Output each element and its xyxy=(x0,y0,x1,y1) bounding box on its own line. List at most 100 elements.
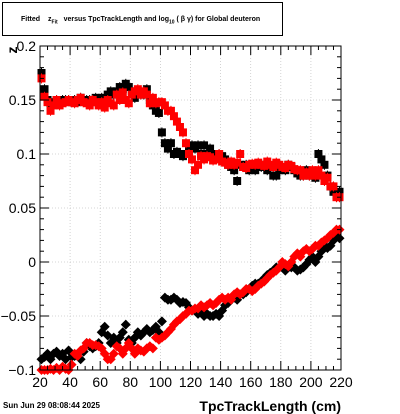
y-tick-label: 0.1 xyxy=(17,146,37,162)
data-point-square xyxy=(296,166,305,175)
data-point-square xyxy=(317,171,326,180)
x-tick-label: 200 xyxy=(299,374,323,390)
data-point-square xyxy=(157,128,166,137)
data-point-square xyxy=(314,150,323,158)
data-point-square xyxy=(166,139,175,148)
x-tick-label: 60 xyxy=(92,374,108,390)
title-log-subscript: 10 xyxy=(169,19,175,26)
data-point-diamond xyxy=(99,321,110,332)
data-point-square xyxy=(194,141,203,150)
data-point-square xyxy=(142,90,151,99)
data-point-square xyxy=(172,117,181,126)
data-point-square xyxy=(160,139,169,148)
y-tick-label: 0.15 xyxy=(9,92,36,108)
data-point-square xyxy=(46,106,55,115)
data-point-diamond xyxy=(156,316,167,327)
timestamp: Sun Jun 29 08:08:44 2025 xyxy=(3,401,100,410)
data-point-square xyxy=(215,150,224,158)
data-point-square xyxy=(175,123,184,131)
grid xyxy=(39,45,342,371)
data-point-square xyxy=(166,106,175,115)
data-point-square xyxy=(323,173,332,182)
data-point-square xyxy=(206,144,215,153)
data-point-square xyxy=(160,101,169,110)
data-point-square xyxy=(118,88,127,97)
data-point-square xyxy=(163,144,172,153)
x-tick-label: 100 xyxy=(149,374,173,390)
title-part2: versus TpcTrackLength and log xyxy=(63,16,169,23)
x-tick-label: 40 xyxy=(62,374,78,390)
data-point-square xyxy=(212,155,221,164)
x-tick-label: 220 xyxy=(329,374,353,390)
data-point-diamond xyxy=(334,233,345,244)
title-z: z xyxy=(48,16,52,23)
data-point-square xyxy=(49,101,58,110)
data-point-diamond xyxy=(117,327,128,338)
x-tick-label: 140 xyxy=(209,374,233,390)
data-point-square xyxy=(76,93,85,102)
axis-labels: 20 40 60 80 100 120 140 160 180 200 220 −0.1 −0.05 0 0… xyxy=(1,38,353,414)
data-point-square xyxy=(272,171,281,180)
data-point-diamond xyxy=(147,343,158,354)
data-point-square xyxy=(233,158,242,167)
y-axis-label: z xyxy=(4,47,20,54)
data-point-square xyxy=(124,83,133,92)
data-point-square xyxy=(269,162,278,171)
data-point-square xyxy=(148,93,157,102)
data-point-diamond xyxy=(120,319,131,330)
data-point-square xyxy=(308,166,317,175)
data-point-square xyxy=(40,85,49,94)
data-point-square xyxy=(40,92,49,101)
data-point-square xyxy=(181,139,190,148)
title-z-subscript: Fit xyxy=(51,19,58,26)
data-point-square xyxy=(43,98,52,107)
data-point-square xyxy=(191,166,200,175)
data-point-square xyxy=(97,98,106,107)
data-point-square xyxy=(236,150,245,158)
data-point-square xyxy=(154,108,163,117)
data-markers xyxy=(36,68,345,375)
data-point-square xyxy=(178,128,187,137)
data-point-square xyxy=(109,101,118,110)
y-tick-label: 0 xyxy=(28,254,36,270)
data-point-square xyxy=(37,69,46,77)
data-point-square xyxy=(230,166,239,175)
y-tick-label: 0.2 xyxy=(17,38,37,54)
title-part3: ( β γ) for Global deuteron xyxy=(176,16,261,23)
data-point-square xyxy=(133,85,142,94)
x-axis-label: TpcTrackLength (cm) xyxy=(199,398,341,414)
x-tick-label: 120 xyxy=(179,374,203,390)
data-point-square xyxy=(260,161,269,170)
y-tick-label: 0.05 xyxy=(9,200,36,216)
data-point-square xyxy=(184,150,193,158)
y-tick-label: −0.05 xyxy=(1,308,37,324)
x-tick-label: 80 xyxy=(123,374,139,390)
data-point-square xyxy=(194,160,203,169)
data-point-square xyxy=(115,96,124,104)
data-point-square xyxy=(251,166,260,175)
data-point-square xyxy=(100,103,109,112)
data-point-square xyxy=(314,166,323,175)
data-point-square xyxy=(124,99,133,108)
x-tick-label: 180 xyxy=(269,374,293,390)
data-point-square xyxy=(112,90,121,99)
data-point-square xyxy=(233,177,242,185)
x-tick-label: 20 xyxy=(32,374,48,390)
data-point-square xyxy=(335,187,344,196)
data-point-square xyxy=(200,141,209,150)
data-point-diamond xyxy=(66,359,77,370)
data-point-square xyxy=(52,96,61,104)
data-point-square xyxy=(329,182,338,191)
data-point-square xyxy=(317,155,326,164)
data-point-diamond xyxy=(108,348,119,359)
title-part1: Fitted xyxy=(21,16,41,23)
data-point-diamond xyxy=(54,350,65,361)
data-point-square xyxy=(145,99,154,108)
data-point-square xyxy=(320,160,329,169)
data-point-square xyxy=(169,112,178,121)
data-point-square xyxy=(311,171,320,180)
data-point-square xyxy=(188,155,197,164)
axis-ticks xyxy=(39,45,342,371)
x-tick-label: 160 xyxy=(239,374,263,390)
